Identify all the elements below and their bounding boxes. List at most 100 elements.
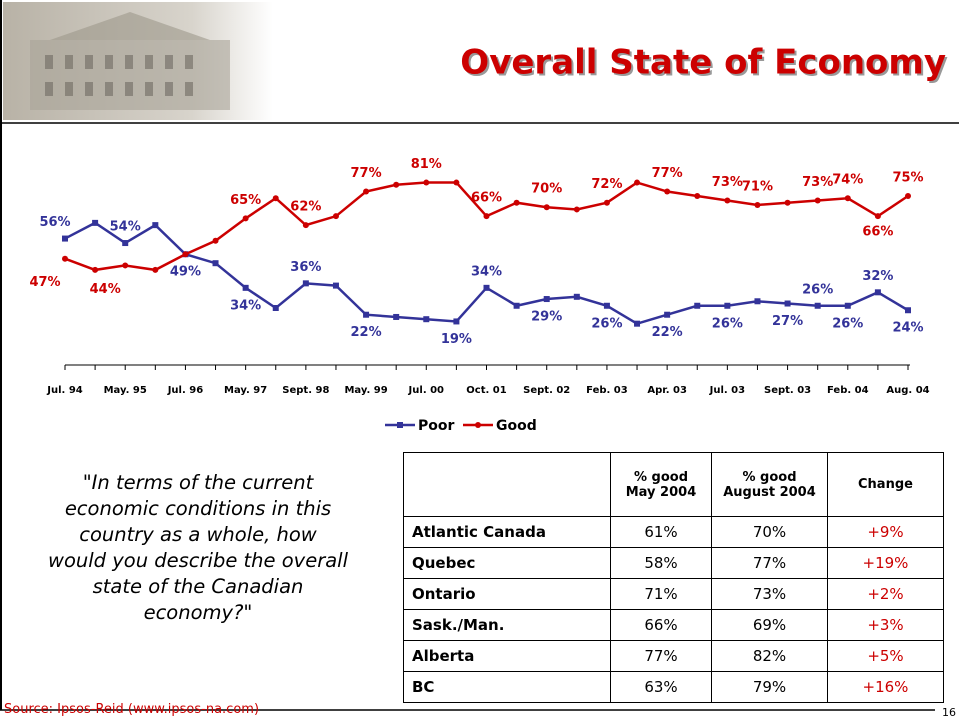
point [814, 197, 821, 204]
data-label: 75% [892, 171, 923, 186]
point [634, 179, 641, 186]
point [634, 320, 641, 327]
point [302, 222, 309, 229]
point [332, 213, 339, 220]
x-tick-label: May. 97 [224, 385, 267, 396]
data-label: 65% [230, 193, 261, 208]
source: Source: Ipsos-Reid (www.ipsos-na.com) [4, 702, 260, 717]
legend-marker [475, 422, 481, 428]
header-cell: Change [827, 452, 944, 517]
header-cell [403, 452, 611, 517]
data-label: 77% [652, 166, 683, 181]
data-label: 32% [862, 269, 893, 284]
table-cell: 58% [610, 547, 712, 579]
table-cell: 79% [711, 671, 828, 703]
point [905, 307, 911, 314]
point [483, 284, 490, 291]
x-tick-label: Sept. 98 [282, 385, 329, 396]
table-cell: +19% [827, 547, 944, 579]
data-label: 49% [170, 265, 201, 280]
table-cell: +9% [827, 516, 944, 548]
point [393, 313, 400, 320]
point [754, 201, 761, 208]
table-cell: 71% [610, 578, 712, 610]
point [724, 197, 731, 204]
header-text: Change [858, 477, 913, 492]
point [905, 193, 911, 199]
point [603, 199, 610, 206]
point [513, 302, 520, 309]
point [122, 262, 129, 269]
data-label: 71% [742, 179, 773, 194]
point [874, 213, 881, 220]
legend-label: Poor [418, 418, 454, 434]
point [543, 204, 550, 211]
header-text: August 2004 [723, 484, 816, 500]
point [92, 266, 99, 273]
point [212, 260, 219, 267]
table-cell: 77% [711, 547, 828, 579]
table-row: Atlantic Canada 61% 70% +9% [403, 516, 944, 548]
point [543, 296, 550, 303]
point [573, 293, 580, 300]
table-cell: +2% [827, 578, 944, 610]
data-label: 22% [351, 325, 382, 340]
point [784, 199, 791, 206]
data-label: 56% [39, 215, 70, 230]
data-label: 34% [471, 264, 502, 279]
data-label: 26% [802, 282, 833, 297]
table-cell: 77% [610, 640, 712, 672]
x-tick-label: Jul. 00 [408, 385, 445, 396]
data-label: 27% [772, 314, 803, 329]
x-tick-label: May. 99 [344, 385, 387, 396]
title: Overall State of Economy [460, 43, 946, 83]
point [664, 188, 671, 195]
x-tick-label: Feb. 03 [586, 385, 628, 396]
table-row: BC 63% 79% +16% [403, 671, 944, 703]
data-label: 22% [652, 325, 683, 340]
data-label: 66% [862, 225, 893, 240]
table-cell: +16% [827, 671, 944, 703]
data-label: 72% [591, 177, 622, 192]
x-tick-label: Sept. 02 [523, 385, 570, 396]
point [453, 318, 460, 325]
point [453, 179, 460, 186]
data-label: 74% [832, 173, 863, 188]
table-cell: Sask./Man. [403, 609, 611, 641]
point [513, 199, 520, 206]
table-row: Quebec 58% 77% +19% [403, 547, 944, 579]
data-label: 66% [471, 191, 502, 206]
data-label: 26% [712, 316, 743, 331]
point [784, 300, 791, 307]
legend-label: Good [496, 418, 537, 434]
table-cell: 61% [610, 516, 712, 548]
header-image [3, 2, 273, 120]
table-row: Sask./Man. 66% 69% +3% [403, 609, 944, 641]
data-label: 44% [90, 282, 121, 297]
table-cell: 69% [711, 609, 828, 641]
data-label: 73% [802, 175, 833, 190]
x-tick-label: May. 95 [104, 385, 147, 396]
point [122, 240, 129, 247]
data-label: 47% [29, 275, 60, 290]
point [724, 302, 731, 309]
point [754, 298, 761, 305]
point [182, 251, 189, 258]
header-cell: % good August 2004 [711, 452, 828, 517]
point [664, 311, 671, 318]
point [874, 289, 881, 296]
point [152, 222, 159, 229]
x-tick-label: Apr. 03 [647, 385, 687, 396]
point [483, 213, 490, 220]
page-number: 16 [942, 706, 956, 719]
point [363, 188, 370, 195]
table-cell: Alberta [403, 640, 611, 672]
table-cell: Quebec [403, 547, 611, 579]
point [844, 302, 851, 309]
data-label: 62% [290, 200, 321, 215]
header-text: % good [633, 469, 689, 485]
table-cell: +5% [827, 640, 944, 672]
x-tick-label: Jul. 94 [46, 385, 83, 396]
table-cell: 73% [711, 578, 828, 610]
